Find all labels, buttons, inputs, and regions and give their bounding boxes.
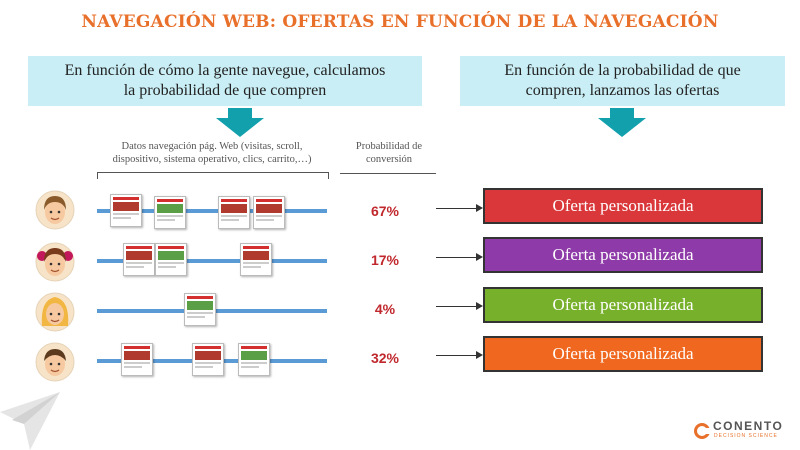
navigation-data-header: Datos navegación pág. Web (visitas, scro… — [92, 140, 332, 166]
offer-label-1: Oferta personalizada — [552, 196, 694, 215]
offer-box-4: Oferta personalizada — [483, 336, 763, 372]
arrow-4 — [436, 355, 478, 356]
offer-box-2: Oferta personalizada — [483, 237, 763, 273]
right-info-line2: compren, lanzamos las ofertas — [525, 82, 720, 99]
webpage-thumbnail — [123, 243, 155, 276]
arrow-2 — [436, 257, 478, 258]
right-info-line1: En función de la probabilidad de que — [504, 62, 741, 79]
webpage-thumbnail — [154, 196, 186, 229]
arrow-head-2-icon — [476, 253, 483, 261]
conversion-probability-2: 17% — [370, 252, 400, 268]
webpage-thumbnail — [192, 343, 224, 376]
offer-box-3: Oferta personalizada — [483, 287, 763, 323]
page-title: NAVEGACIÓN WEB: OFERTAS EN FUNCIÓN DE LA… — [81, 12, 719, 32]
down-arrow-left-icon — [216, 108, 264, 137]
probability-underline — [340, 173, 436, 174]
offer-label-2: Oferta personalizada — [552, 245, 694, 264]
arrow-head-1-icon — [476, 204, 483, 212]
logo-name: CONENTO — [713, 419, 784, 433]
paper-plane-watermark-icon — [0, 392, 60, 450]
arrow-head-3-icon — [476, 302, 483, 310]
webpage-thumbnail — [184, 293, 216, 326]
navigation-bracket — [97, 172, 329, 179]
timeline-1 — [97, 209, 327, 213]
conversion-probability-4: 32% — [370, 350, 400, 366]
timeline-2 — [97, 259, 327, 263]
logo-subtitle: DECISION SCIENCE — [714, 433, 778, 439]
user-avatar-2-icon — [35, 242, 75, 282]
arrow-1 — [436, 208, 478, 209]
webpage-thumbnail — [110, 194, 142, 227]
left-info-line1: En función de cómo la gente navegue, cal… — [64, 62, 386, 79]
arrow-head-4-icon — [476, 351, 483, 359]
navigation-data-header-line1: Datos navegación pág. Web (visitas, scro… — [121, 141, 303, 152]
webpage-thumbnail — [155, 243, 187, 276]
user-avatar-3-icon — [35, 292, 75, 332]
probability-header-line1: Probabilidad de — [355, 141, 423, 152]
offer-label-3: Oferta personalizada — [552, 295, 694, 314]
conento-logo-icon — [694, 423, 710, 439]
webpage-thumbnail — [121, 343, 153, 376]
down-arrow-right-icon — [598, 108, 646, 137]
left-info-line2: la probabilidad de que compren — [123, 82, 327, 99]
user-avatar-1-icon — [35, 190, 75, 230]
webpage-thumbnail — [253, 196, 285, 229]
arrow-3 — [436, 306, 478, 307]
conversion-probability-3: 4% — [374, 301, 396, 317]
probability-header: Probabilidad de conversión — [343, 140, 435, 166]
probability-header-line2: conversión — [365, 154, 413, 165]
user-avatar-4-icon — [35, 342, 75, 382]
left-info-box: En función de cómo la gente navegue, cal… — [28, 56, 422, 106]
webpage-thumbnail — [240, 243, 272, 276]
navigation-data-header-line2: dispositivo, sistema operativo, clics, c… — [112, 154, 312, 165]
right-info-box: En función de la probabilidad de que com… — [460, 56, 785, 106]
conversion-probability-1: 67% — [370, 203, 400, 219]
offer-label-4: Oferta personalizada — [552, 344, 694, 363]
webpage-thumbnail — [238, 343, 270, 376]
offer-box-1: Oferta personalizada — [483, 188, 763, 224]
webpage-thumbnail — [218, 196, 250, 229]
